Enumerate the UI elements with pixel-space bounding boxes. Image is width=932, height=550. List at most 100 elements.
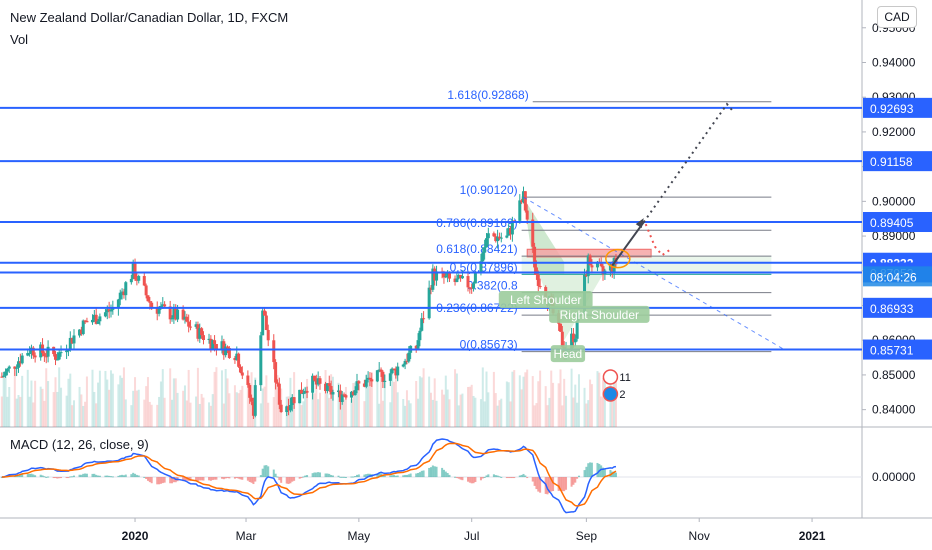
candle-body (486, 233, 490, 239)
macd-histogram-bar (233, 477, 236, 479)
macd-histogram-bar (430, 467, 432, 478)
candle-body (473, 271, 477, 284)
candle-body (560, 331, 564, 347)
macd-histogram-bar (72, 475, 75, 478)
candle-body (246, 375, 250, 386)
macd-histogram-bar (85, 473, 88, 478)
volume-bar (58, 367, 61, 427)
candle-body (194, 324, 198, 327)
macd-histogram-bar (574, 477, 577, 483)
symbol-title[interactable]: New Zealand Dollar/Canadian Dollar, 1D, … (10, 10, 289, 25)
macd-histogram-bar (15, 475, 18, 478)
volume-bar (137, 389, 140, 427)
volume-label[interactable]: Vol (10, 32, 29, 47)
volume-bar (104, 370, 107, 427)
macd-histogram-bar (132, 472, 135, 478)
candle-body (277, 383, 281, 405)
candle-body (109, 309, 113, 312)
macd-histogram-bar (609, 470, 612, 478)
volume-bar (119, 375, 122, 427)
candle-body (211, 340, 215, 349)
volume-bar (2, 371, 5, 427)
macd-histogram-bar (418, 472, 421, 478)
volume-bar (91, 369, 94, 427)
macd-histogram-bar (343, 476, 346, 478)
macd-histogram-bar (457, 477, 460, 479)
macd-histogram-bar (330, 474, 333, 478)
volume-bar (304, 386, 307, 427)
macd-histogram-bar (263, 465, 266, 478)
volume-bar (574, 384, 577, 427)
volume-bar (265, 375, 268, 427)
event-badge-count: 11 (619, 372, 630, 384)
pattern-label: Head (554, 347, 583, 361)
volume-bar (84, 401, 87, 427)
volume-bar (19, 396, 22, 427)
volume-bar (583, 387, 586, 427)
macd-histogram-bar (481, 477, 484, 479)
volume-bar (596, 371, 599, 427)
volume-bar (228, 393, 231, 427)
volume-bar (117, 384, 120, 427)
candle-body (497, 236, 501, 239)
volume-bar (241, 385, 244, 427)
candle-body (5, 368, 9, 372)
macd-histogram-bar (539, 477, 542, 493)
candle-body (375, 370, 379, 382)
macd-histogram-bar (496, 475, 499, 478)
candle-body (2, 375, 6, 377)
volume-bar (209, 405, 212, 427)
macd-histogram-bar (0, 477, 3, 479)
volume-bar (537, 381, 540, 427)
volume-bar (587, 400, 590, 427)
candle-body (531, 219, 535, 247)
volume-bar (208, 402, 211, 427)
volume-bar (565, 395, 568, 427)
candle-body (214, 344, 218, 350)
volume-bar (417, 398, 420, 427)
price-axis-tick-label: 0.90000 (872, 194, 916, 208)
macd-histogram-bar (159, 477, 162, 484)
candle-body (533, 246, 537, 268)
macd-histogram-bar (156, 477, 159, 485)
macd-histogram-bar (600, 465, 603, 478)
candle-body (59, 352, 63, 354)
macd-histogram-bar (441, 467, 444, 478)
volume-bar (248, 396, 251, 427)
volume-bar (494, 393, 497, 427)
candle-body (534, 267, 538, 275)
macd-histogram-bar (47, 476, 50, 478)
volume-bar (330, 374, 333, 427)
volume-bar (404, 405, 407, 427)
volume-bar (211, 394, 214, 427)
volume-bar (487, 392, 490, 427)
price-axis-tick-label: 0.94000 (872, 55, 916, 69)
macd-histogram-bar (487, 474, 490, 478)
macd-histogram-bar (356, 474, 359, 478)
candle-body (111, 308, 115, 310)
macd-label[interactable]: MACD (12, 26, close, 9) (10, 437, 149, 452)
volume-bar (522, 376, 525, 427)
volume-bar (169, 368, 172, 427)
macd-histogram-bar (466, 477, 469, 482)
volume-bar (300, 405, 303, 427)
volume-bar (435, 400, 438, 427)
candle-body (431, 268, 435, 290)
macd-histogram-bar (189, 477, 192, 481)
volume-bar (132, 390, 135, 427)
volume-bar (161, 369, 164, 427)
macd-histogram-bar (365, 474, 368, 478)
macd-histogram-bar (468, 477, 471, 483)
currency-button[interactable]: CAD (877, 6, 917, 28)
volume-bar (370, 378, 373, 427)
volume-bar (509, 401, 512, 427)
candle-body (201, 335, 205, 341)
macd-histogram-bar (583, 470, 586, 478)
macd-histogram-bar (161, 477, 164, 484)
volume-bar (311, 380, 314, 427)
candle-body (457, 275, 461, 279)
candle-body (185, 316, 189, 322)
volume-bar (93, 391, 96, 427)
volume-bar (80, 394, 83, 427)
